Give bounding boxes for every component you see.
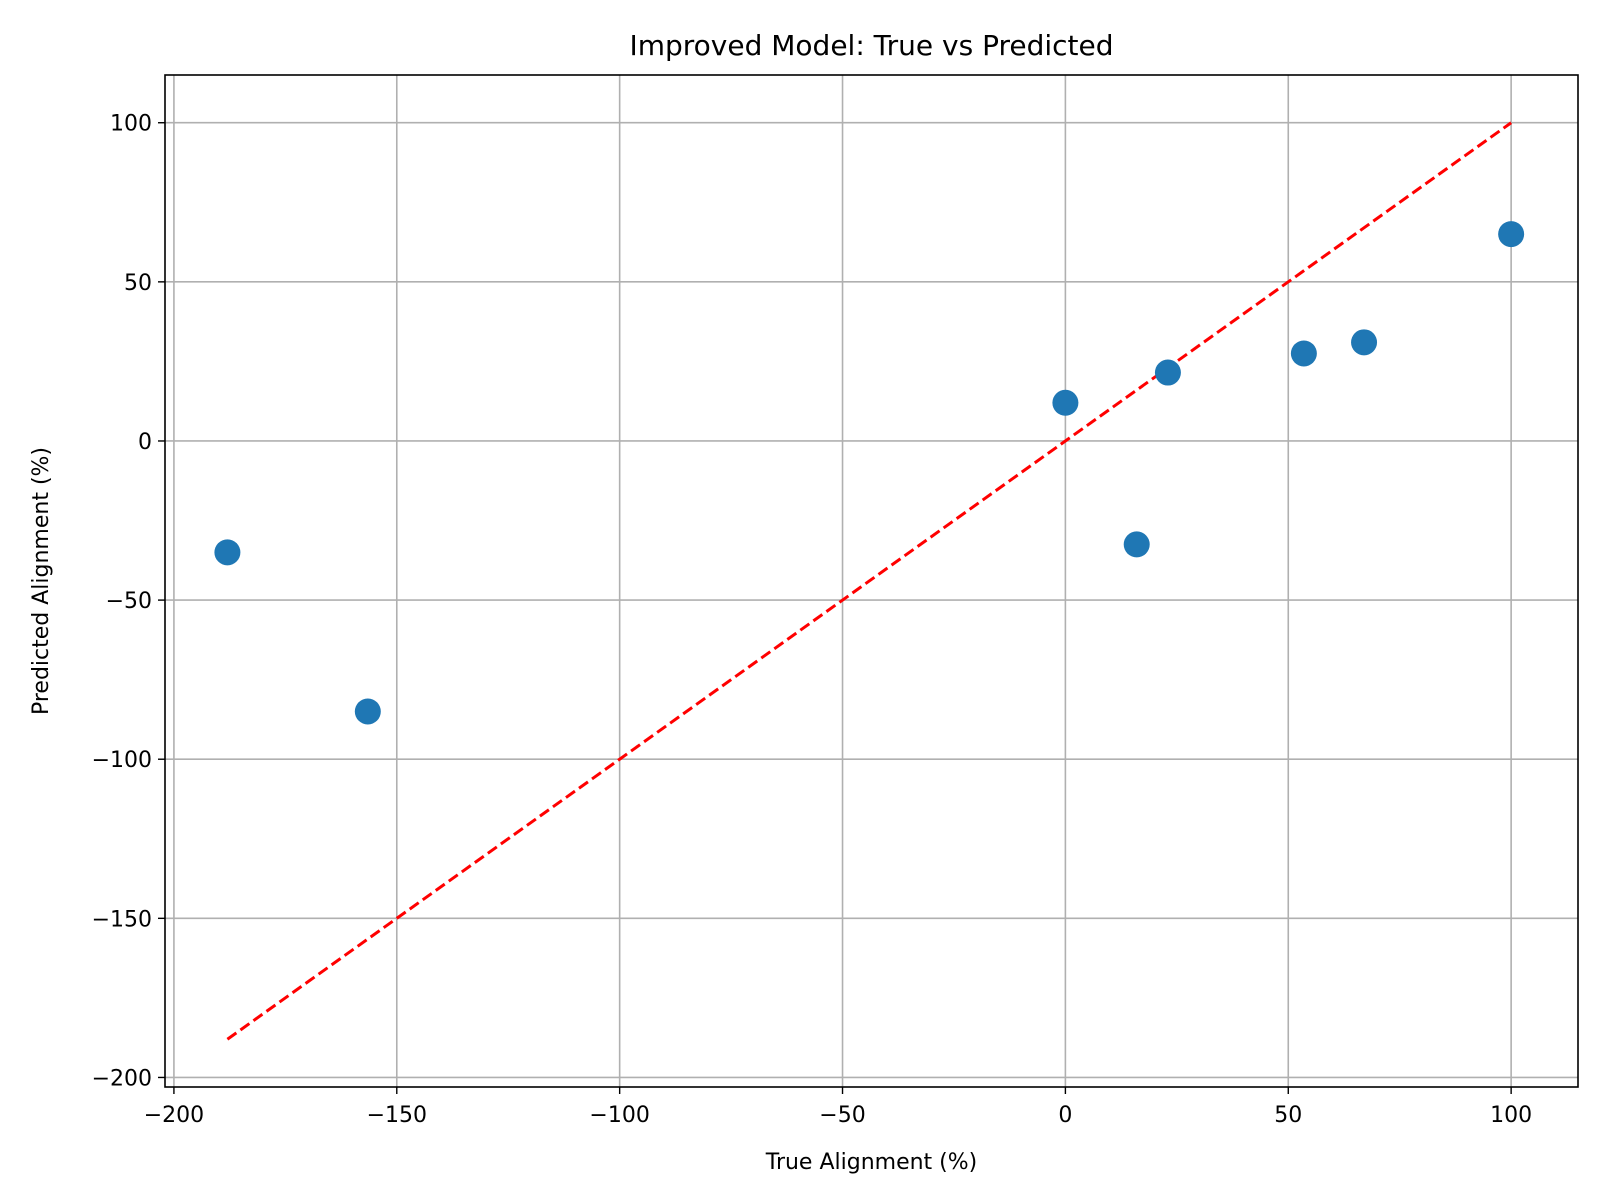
- grid: [165, 75, 1578, 1087]
- y-tick-label: −100: [92, 748, 152, 773]
- y-tick-label: −200: [92, 1066, 152, 1091]
- data-point: [214, 539, 241, 566]
- x-tick-label: 100: [1490, 1103, 1532, 1128]
- x-axis-title: True Alignment (%): [765, 1150, 978, 1175]
- data-point: [1052, 389, 1079, 416]
- data-point: [1123, 531, 1150, 558]
- y-tick-label: 100: [110, 112, 152, 137]
- reference-line-layer: [226, 121, 1513, 1041]
- y-tick-label: 50: [124, 271, 152, 296]
- x-tick-label: −50: [819, 1103, 865, 1128]
- points-layer: [214, 221, 1525, 725]
- y-tick-label: −50: [106, 589, 152, 614]
- y-axis-title: Predicted Alignment (%): [29, 447, 54, 715]
- data-point: [1154, 359, 1181, 386]
- x-tick-label: −150: [367, 1103, 427, 1128]
- x-tick-label: 50: [1274, 1103, 1302, 1128]
- plot-frame: [164, 74, 1579, 1088]
- data-point: [1290, 340, 1317, 367]
- data-point: [1498, 221, 1525, 248]
- ticks: −200 −150 −100 −50 0 50 100 −200 −150 −100 −50 0 50 1…: [92, 112, 1533, 1128]
- x-tick-label: 0: [1058, 1103, 1072, 1128]
- chart-title: Improved Model: True vs Predicted: [629, 29, 1113, 62]
- data-point: [1351, 329, 1378, 356]
- y-tick-label: −150: [92, 907, 152, 932]
- x-tick-label: −200: [144, 1103, 204, 1128]
- x-tick-label: −100: [589, 1103, 649, 1128]
- data-point: [354, 698, 381, 725]
- reference-line: [226, 121, 1513, 1041]
- y-tick-label: 0: [138, 430, 152, 455]
